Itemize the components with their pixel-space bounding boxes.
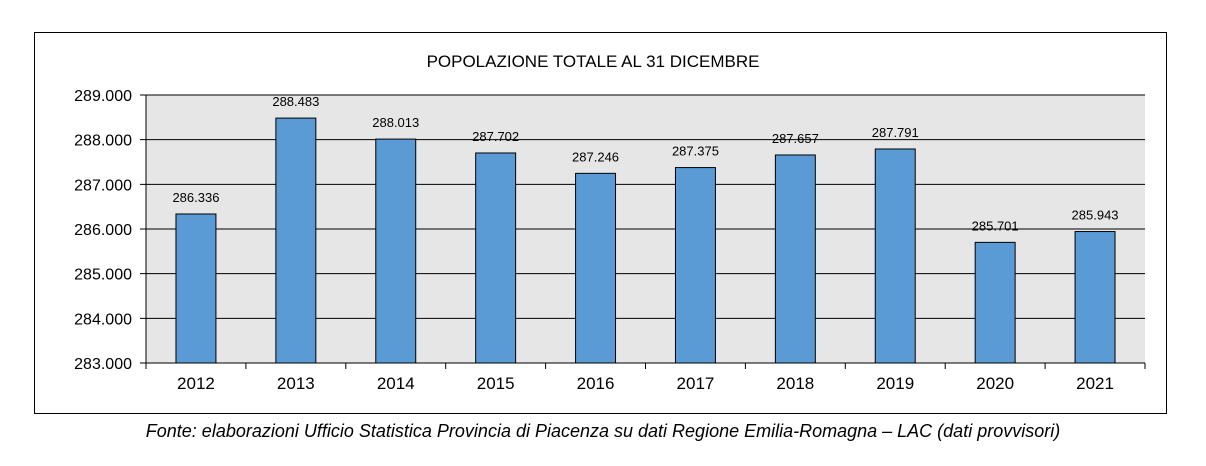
bar bbox=[275, 117, 317, 364]
data-label: 287.702 bbox=[472, 129, 519, 144]
source-note: Fonte: elaborazioni Ufficio Statistica P… bbox=[145, 421, 1061, 441]
y-tick-label: 286.000 bbox=[74, 222, 132, 239]
x-tick-label: 2015 bbox=[477, 374, 515, 393]
x-tick-label: 2020 bbox=[976, 374, 1014, 393]
bar bbox=[874, 148, 916, 364]
bar bbox=[575, 172, 617, 364]
y-tick-label: 287.000 bbox=[74, 177, 132, 194]
y-tick-label: 289.000 bbox=[74, 88, 132, 105]
y-tick-label: 285.000 bbox=[74, 267, 132, 284]
x-tick-label: 2017 bbox=[677, 374, 715, 393]
bar bbox=[774, 154, 816, 364]
x-tick-label: 2016 bbox=[577, 374, 615, 393]
chart-title: POPOLAZIONE TOTALE AL 31 DICEMBRE bbox=[427, 52, 760, 71]
data-label: 287.375 bbox=[672, 144, 719, 159]
y-tick-label: 284.000 bbox=[74, 311, 132, 328]
x-tick-label: 2012 bbox=[177, 374, 215, 393]
bar bbox=[974, 241, 1016, 364]
data-label: 285.943 bbox=[1072, 208, 1119, 223]
x-tick-label: 2018 bbox=[776, 374, 814, 393]
bar bbox=[375, 138, 417, 364]
x-tick-label: 2021 bbox=[1076, 374, 1114, 393]
data-label: 286.336 bbox=[172, 190, 219, 205]
x-tick-label: 2014 bbox=[377, 374, 415, 393]
y-tick-label: 283.000 bbox=[74, 356, 132, 373]
bar bbox=[475, 152, 517, 364]
data-label: 288.483 bbox=[272, 94, 319, 109]
x-tick-label: 2013 bbox=[277, 374, 315, 393]
data-label: 287.246 bbox=[572, 149, 619, 164]
bar bbox=[1074, 231, 1116, 364]
y-tick-label: 288.000 bbox=[74, 133, 132, 150]
bar bbox=[674, 167, 716, 364]
data-label: 287.657 bbox=[772, 131, 819, 146]
bar-chart: POPOLAZIONE TOTALE AL 31 DICEMBRE 283.00… bbox=[74, 52, 1146, 393]
chart-frame: POPOLAZIONE TOTALE AL 31 DICEMBRE 283.00… bbox=[34, 32, 1167, 414]
data-label: 285.701 bbox=[972, 218, 1019, 233]
bar bbox=[175, 213, 217, 364]
data-label: 288.013 bbox=[372, 115, 419, 130]
x-tick-label: 2019 bbox=[876, 374, 914, 393]
data-label: 287.791 bbox=[872, 125, 919, 140]
